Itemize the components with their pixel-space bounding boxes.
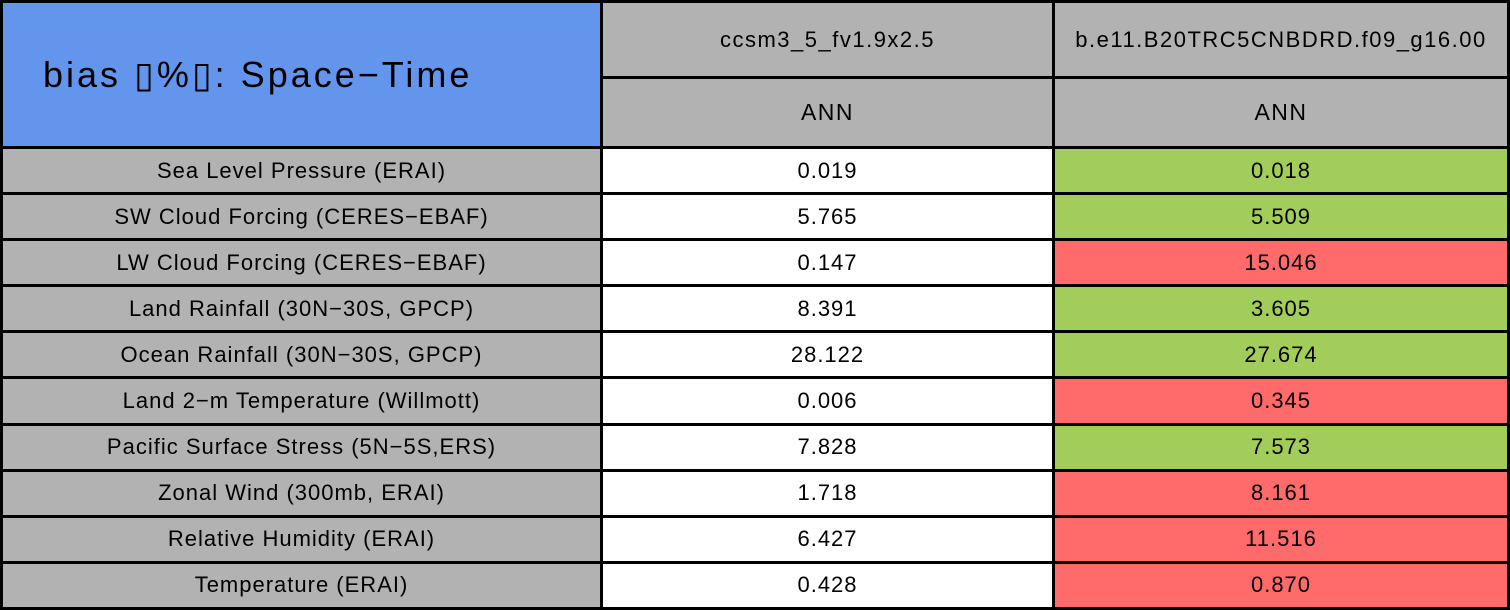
season-header-case2: ANN <box>1055 79 1507 146</box>
value-case1-zonal-wind: 1.718 <box>603 471 1052 515</box>
value-case2-sea-level-pressure: 0.018 <box>1055 149 1507 193</box>
row-label-relative-humidity: Relative Humidity (ERAI) <box>3 517 600 561</box>
value-case2-lw-cloud-forcing: 15.046 <box>1055 241 1507 285</box>
value-case2-land-2m-temperature: 0.345 <box>1055 379 1507 423</box>
value-case1-ocean-rainfall: 28.122 <box>603 333 1052 377</box>
season-header-case1: ANN <box>603 79 1052 146</box>
value-case1-sw-cloud-forcing: 5.765 <box>603 195 1052 239</box>
value-case2-zonal-wind: 8.161 <box>1055 471 1507 515</box>
row-label-lw-cloud-forcing: LW Cloud Forcing (CERES−EBAF) <box>3 241 600 285</box>
row-label-pacific-surface-stress: Pacific Surface Stress (5N−5S,ERS) <box>3 425 600 469</box>
row-label-zonal-wind: Zonal Wind (300mb, ERAI) <box>3 471 600 515</box>
table-title: bias ▯%▯: Space−Time <box>3 3 600 146</box>
value-case2-relative-humidity: 11.516 <box>1055 517 1507 561</box>
value-case1-sea-level-pressure: 0.019 <box>603 149 1052 193</box>
value-case1-relative-humidity: 6.427 <box>603 517 1052 561</box>
column-header-case1: ccsm3_5_fv1.9x2.5 <box>603 3 1052 76</box>
value-case1-land-2m-temperature: 0.006 <box>603 379 1052 423</box>
value-case1-land-rainfall: 8.391 <box>603 287 1052 331</box>
row-label-temperature: Temperature (ERAI) <box>3 563 600 607</box>
value-case2-sw-cloud-forcing: 5.509 <box>1055 195 1507 239</box>
value-case1-lw-cloud-forcing: 0.147 <box>603 241 1052 285</box>
row-label-sea-level-pressure: Sea Level Pressure (ERAI) <box>3 149 600 193</box>
value-case2-pacific-surface-stress: 7.573 <box>1055 425 1507 469</box>
row-label-land-rainfall: Land Rainfall (30N−30S, GPCP) <box>3 287 600 331</box>
value-case2-land-rainfall: 3.605 <box>1055 287 1507 331</box>
value-case1-pacific-surface-stress: 7.828 <box>603 425 1052 469</box>
value-case1-temperature: 0.428 <box>603 563 1052 607</box>
row-label-land-2m-temperature: Land 2−m Temperature (Willmott) <box>3 379 600 423</box>
value-case2-temperature: 0.870 <box>1055 563 1507 607</box>
row-label-sw-cloud-forcing: SW Cloud Forcing (CERES−EBAF) <box>3 195 600 239</box>
value-case2-ocean-rainfall: 27.674 <box>1055 333 1507 377</box>
row-label-ocean-rainfall: Ocean Rainfall (30N−30S, GPCP) <box>3 333 600 377</box>
column-header-case2: b.e11.B20TRC5CNBDRD.f09_g16.00 <box>1055 3 1507 76</box>
